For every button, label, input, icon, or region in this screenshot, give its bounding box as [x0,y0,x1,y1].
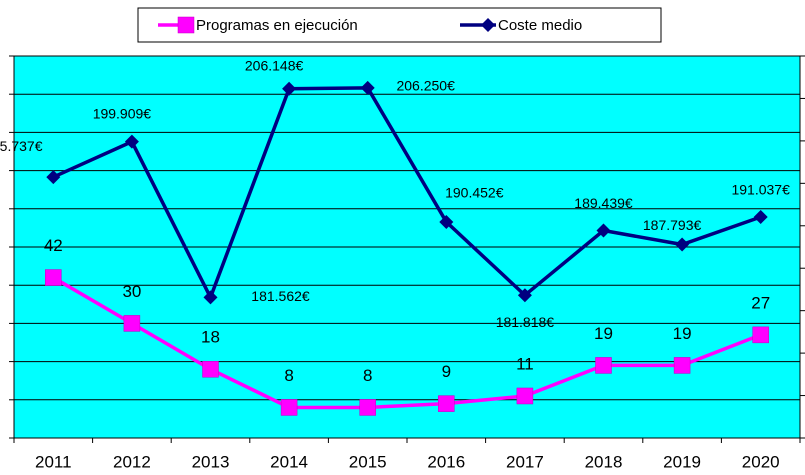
data-label: 206.250€ [396,78,455,94]
legend-marker [177,16,195,34]
x-tick-label: 2019 [663,452,701,471]
data-label: 181.562€ [251,288,310,304]
x-tick-label: 2015 [349,452,387,471]
marker [517,288,532,303]
marker [439,214,454,229]
marker [753,209,768,224]
x-tick-label: 2011 [35,452,72,471]
marker [203,290,218,305]
data-label: 187.793€ [643,217,702,233]
legend-label: Coste medio [498,17,582,34]
marker [124,134,139,149]
legend-label: Programas en ejecución [196,17,358,34]
marker [596,223,611,238]
series-line [52,276,762,410]
series-line [52,86,762,302]
marker [280,399,298,416]
x-tick-label: 2018 [585,452,623,471]
data-label: 206.148€ [245,57,304,73]
x-tick-label: 2016 [427,452,465,471]
marker [202,360,219,378]
data-label: 19 [594,324,613,343]
x-tick-label: 2012 [113,452,151,471]
data-label: 8 [284,366,293,385]
data-label: 191.037€ [731,182,790,198]
marker [123,315,141,332]
data-label: 9 [442,362,451,381]
marker [595,357,612,374]
marker [516,387,534,405]
data-label: 27 [751,293,770,312]
data-label: 42 [44,236,63,255]
x-tick-label: 2013 [192,452,230,471]
data-label: 19 [673,324,692,343]
marker [673,357,691,374]
x-tick-label: 2017 [506,452,544,471]
data-label: 199.909€ [93,105,152,121]
data-label: 189.439€ [574,195,633,211]
marker [438,395,455,412]
marker [752,326,769,344]
marker [46,170,61,185]
data-label: 195.737€ [0,138,43,154]
marker [282,81,297,96]
data-label: 11 [516,354,534,373]
marker [45,269,62,286]
legend-box [137,7,662,43]
data-label: 190.452€ [445,185,504,201]
data-label: 181.818€ [496,314,555,330]
marker [675,237,690,252]
marker [360,80,375,95]
data-label: 30 [122,282,141,301]
x-tick-label: 2014 [270,452,308,471]
data-label: 18 [201,328,220,347]
marker [359,399,376,416]
x-tick-label: 2020 [742,452,780,471]
data-label: 8 [363,366,372,385]
legend-marker [481,18,495,32]
